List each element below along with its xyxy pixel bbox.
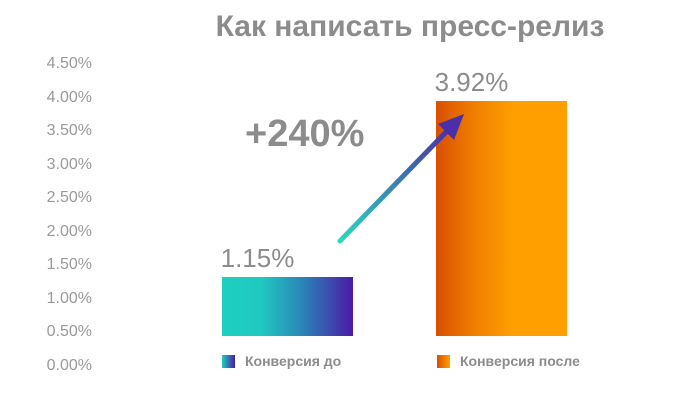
legend-item-before: Конверсия до <box>222 353 341 369</box>
legend-swatch-after <box>437 354 450 368</box>
y-tick-label: 2.50% <box>46 189 92 207</box>
y-tick-label: 0.00% <box>46 357 92 374</box>
legend-label-before: Конверсия до <box>245 353 342 369</box>
data-label-before: 1.15% <box>220 242 295 273</box>
y-tick-label: 3.50% <box>46 122 92 140</box>
legend-label-after: Конверсия после <box>460 353 580 369</box>
data-label-after: 3.92% <box>434 66 509 97</box>
y-tick-label: 2.00% <box>46 222 92 240</box>
chart-title: Как написать пресс-релиз <box>215 10 605 43</box>
y-tick-label: 0.50% <box>46 323 92 341</box>
y-tick-label: 1.00% <box>46 289 92 307</box>
growth-annotation: +240% <box>245 113 365 155</box>
bar-conversion-before <box>222 276 353 336</box>
bar-conversion-after <box>436 100 567 336</box>
y-tick-label: 1.50% <box>46 256 92 274</box>
legend-swatch-before <box>222 354 235 368</box>
y-tick-label: 4.50% <box>46 55 92 72</box>
y-tick-label: 3.00% <box>46 155 92 173</box>
y-tick-label: 4.00% <box>46 88 92 106</box>
legend-item-after: Конверсия после <box>437 353 580 369</box>
